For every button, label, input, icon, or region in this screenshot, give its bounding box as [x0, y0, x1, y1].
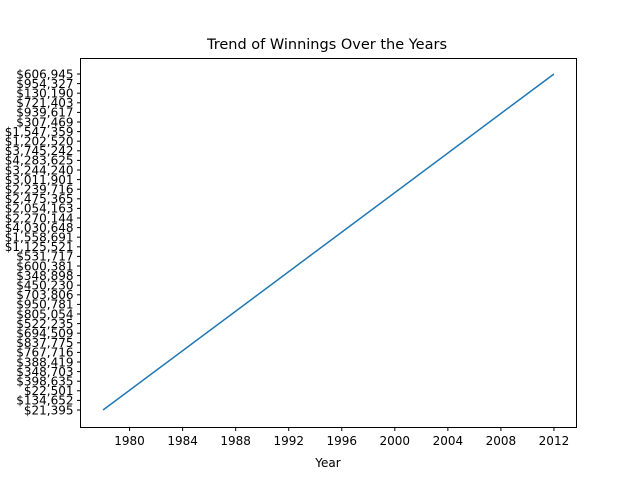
y-tick-label: $4,030,648 — [5, 221, 74, 235]
y-tick-label: $348,898 — [16, 269, 73, 283]
y-tick-label: $450,230 — [16, 279, 73, 293]
x-axis: 1980 1984 1988 1992 1996 2000 2004 2008 2012 — [114, 427, 570, 448]
y-tick-label: $307,469 — [16, 115, 73, 129]
x-tick-label: 1988 — [220, 434, 251, 448]
x-tick-label: 1984 — [167, 434, 198, 448]
x-tick-label: 1992 — [273, 434, 304, 448]
y-tick-label: $606,945 — [16, 67, 73, 81]
y-tick-label: $22,501 — [24, 384, 74, 398]
y-tick-label: $4,283,625 — [5, 154, 74, 168]
y-tick-label: $3,011,901 — [5, 173, 74, 187]
y-tick-label: $950,781 — [16, 298, 73, 312]
y-tick-label: $134,652 — [16, 394, 73, 408]
x-tick-label: 2000 — [380, 434, 411, 448]
x-tick-label: 2008 — [486, 434, 517, 448]
y-tick-label: $130,190 — [16, 87, 73, 101]
plot-series — [102, 73, 555, 411]
y-tick-label: $721,403 — [16, 96, 73, 110]
y-tick-label: $2,239,716 — [5, 183, 74, 197]
x-axis-label: Year — [314, 456, 340, 470]
y-tick-label: $805,054 — [16, 307, 73, 321]
y-tick-label: $703,806 — [16, 288, 73, 302]
chart-title: Trend of Winnings Over the Years — [206, 37, 447, 53]
y-tick-label: $1,125,521 — [5, 240, 74, 254]
x-tick-label: 2004 — [433, 434, 464, 448]
y-tick-label: $3,244,240 — [5, 163, 74, 177]
x-tick-label: 1980 — [114, 434, 145, 448]
y-tick-label: $522,235 — [16, 317, 73, 331]
x-tick-label: 1996 — [326, 434, 357, 448]
y-tick-label: $2,475,365 — [5, 192, 74, 206]
y-tick-label: $388,419 — [16, 355, 73, 369]
y-axis: $21,395$134,652$22,501$398,635$348,703$3… — [5, 67, 81, 417]
y-tick-label: $1,558,691 — [5, 231, 74, 245]
y-tick-label: $2,270,144 — [5, 211, 74, 225]
y-tick-label: $3,745,242 — [5, 144, 74, 158]
y-tick-label: $837,775 — [16, 336, 73, 350]
y-tick-label: $600,381 — [16, 259, 73, 273]
plot-frame — [80, 58, 577, 428]
y-tick-label: $1,202,520 — [5, 135, 74, 149]
y-tick-label: $348,703 — [16, 365, 73, 379]
y-tick-label: $2,054,163 — [5, 202, 74, 216]
x-tick-label: 2012 — [539, 434, 570, 448]
y-tick-label: $767,716 — [16, 346, 73, 360]
y-tick-label: $1,547,359 — [5, 125, 74, 139]
y-tick-label: $694,509 — [16, 327, 73, 341]
y-tick-label: $21,395 — [24, 403, 74, 417]
y-tick-label: $954,327 — [16, 77, 73, 91]
y-tick-label: $398,635 — [16, 375, 73, 389]
y-tick-label: $939,617 — [16, 106, 73, 120]
y-tick-label: $531,717 — [16, 250, 73, 264]
series-line — [102, 73, 555, 411]
